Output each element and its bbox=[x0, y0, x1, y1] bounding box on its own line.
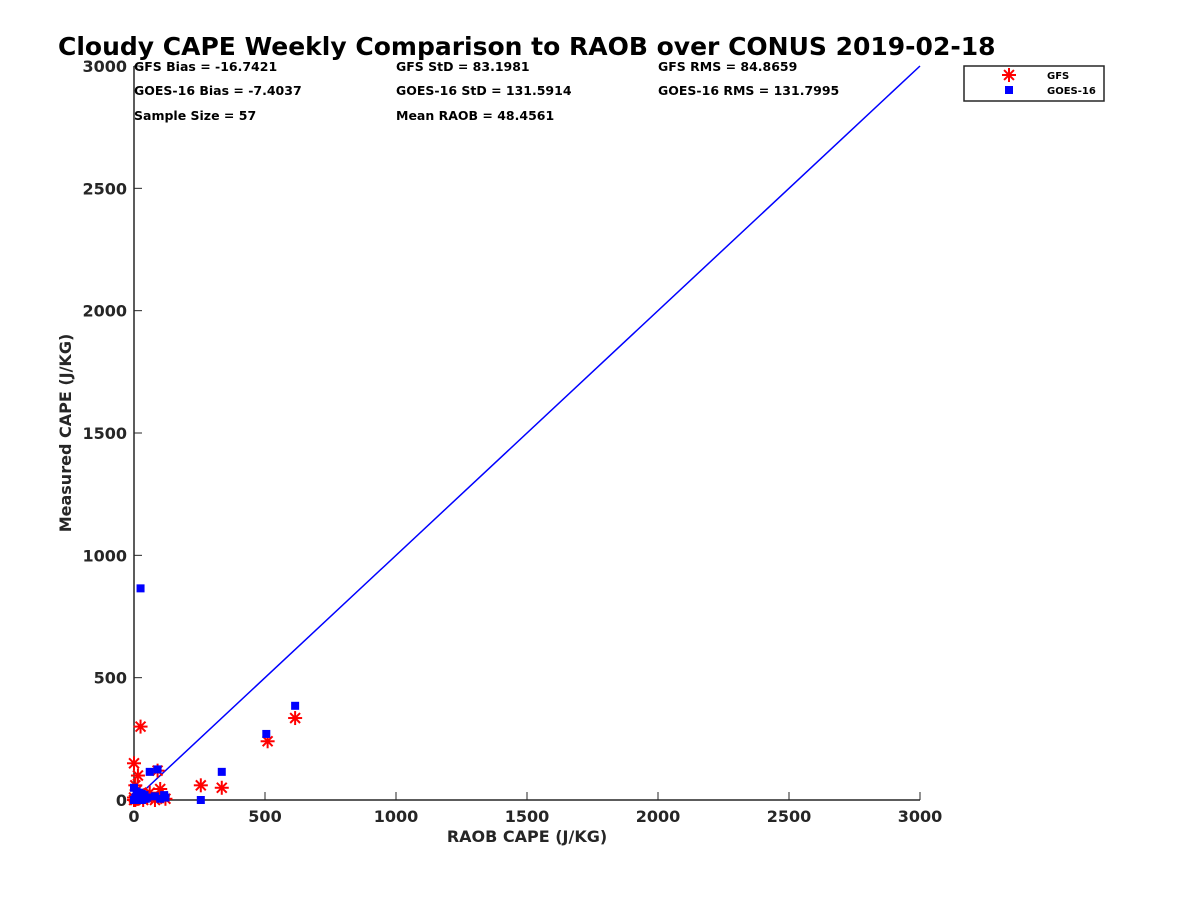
x-tick-label: 1000 bbox=[374, 807, 419, 826]
goes16-point bbox=[141, 794, 150, 803]
stat-gfs-rms: GFS RMS = 84.8659 bbox=[658, 59, 797, 74]
goes16-point bbox=[291, 701, 300, 710]
y-tick-label: 1000 bbox=[82, 546, 127, 565]
goes16-series bbox=[130, 584, 300, 804]
gfs-point bbox=[214, 780, 229, 795]
goes16-point bbox=[161, 793, 170, 802]
x-ticks: 0 500 1000 1500 2000 2500 3000 bbox=[128, 792, 942, 826]
x-tick-label: 2500 bbox=[767, 807, 812, 826]
stats-annotations: GFS Bias = -16.7421 GFS StD = 83.1981 GF… bbox=[134, 59, 839, 123]
legend-box bbox=[963, 65, 1105, 102]
one-to-one-line bbox=[133, 65, 921, 801]
stat-goes16-rms: GOES-16 RMS = 131.7995 bbox=[658, 83, 839, 98]
y-tick-label: 500 bbox=[94, 669, 127, 688]
x-tick-label: 0 bbox=[128, 807, 139, 826]
y-tick-label: 2500 bbox=[82, 179, 127, 198]
x-tick-label: 500 bbox=[248, 807, 281, 826]
stat-goes16-bias: GOES-16 Bias = -7.4037 bbox=[134, 83, 302, 98]
y-tick-label: 2000 bbox=[82, 302, 127, 321]
legend-goes16-square-icon bbox=[1005, 86, 1013, 94]
stat-gfs-std: GFS StD = 83.1981 bbox=[396, 59, 530, 74]
goes16-point bbox=[196, 796, 205, 804]
stat-gfs-bias: GFS Bias = -16.7421 bbox=[134, 59, 277, 74]
x-axis-label: RAOB CAPE (J/KG) bbox=[447, 827, 607, 846]
goes16-point bbox=[150, 792, 159, 801]
legend-goes16-label: GOES-16 bbox=[1047, 86, 1096, 97]
x-tick-label: 3000 bbox=[898, 807, 943, 826]
x-tick-label: 1500 bbox=[505, 807, 550, 826]
legend: GFS GOES-16 bbox=[963, 65, 1105, 102]
y-axis-label: Measured CAPE (J/KG) bbox=[56, 334, 75, 533]
gfs-point bbox=[130, 768, 145, 783]
goes16-point bbox=[217, 767, 226, 776]
legend-gfs-asterisk bbox=[1002, 68, 1016, 82]
goes16-point bbox=[153, 765, 162, 774]
goes16-point bbox=[262, 729, 271, 738]
x-tick-label: 2000 bbox=[636, 807, 681, 826]
chart-title: Cloudy CAPE Weekly Comparison to RAOB ov… bbox=[58, 32, 996, 61]
y-tick-label: 1500 bbox=[82, 424, 127, 443]
y-tick-label: 3000 bbox=[82, 57, 127, 76]
gfs-point bbox=[193, 778, 208, 793]
legend-gfs-asterisk-icon bbox=[1002, 68, 1016, 82]
goes16-point bbox=[145, 767, 154, 776]
gfs-point bbox=[288, 711, 303, 726]
goes16-point bbox=[135, 792, 144, 801]
y-tick-label: 0 bbox=[116, 791, 127, 810]
stat-goes16-std: GOES-16 StD = 131.5914 bbox=[396, 83, 572, 98]
gfs-point bbox=[133, 719, 148, 734]
gfs-point bbox=[127, 756, 141, 771]
stat-mean-raob: Mean RAOB = 48.4561 bbox=[396, 108, 554, 123]
y-ticks: 0 500 1000 1500 2000 2500 3000 bbox=[82, 57, 142, 810]
legend-gfs-label: GFS bbox=[1047, 71, 1069, 82]
goes16-point bbox=[130, 796, 138, 804]
goes16-point bbox=[136, 584, 145, 593]
stat-sample-size: Sample Size = 57 bbox=[134, 108, 256, 123]
